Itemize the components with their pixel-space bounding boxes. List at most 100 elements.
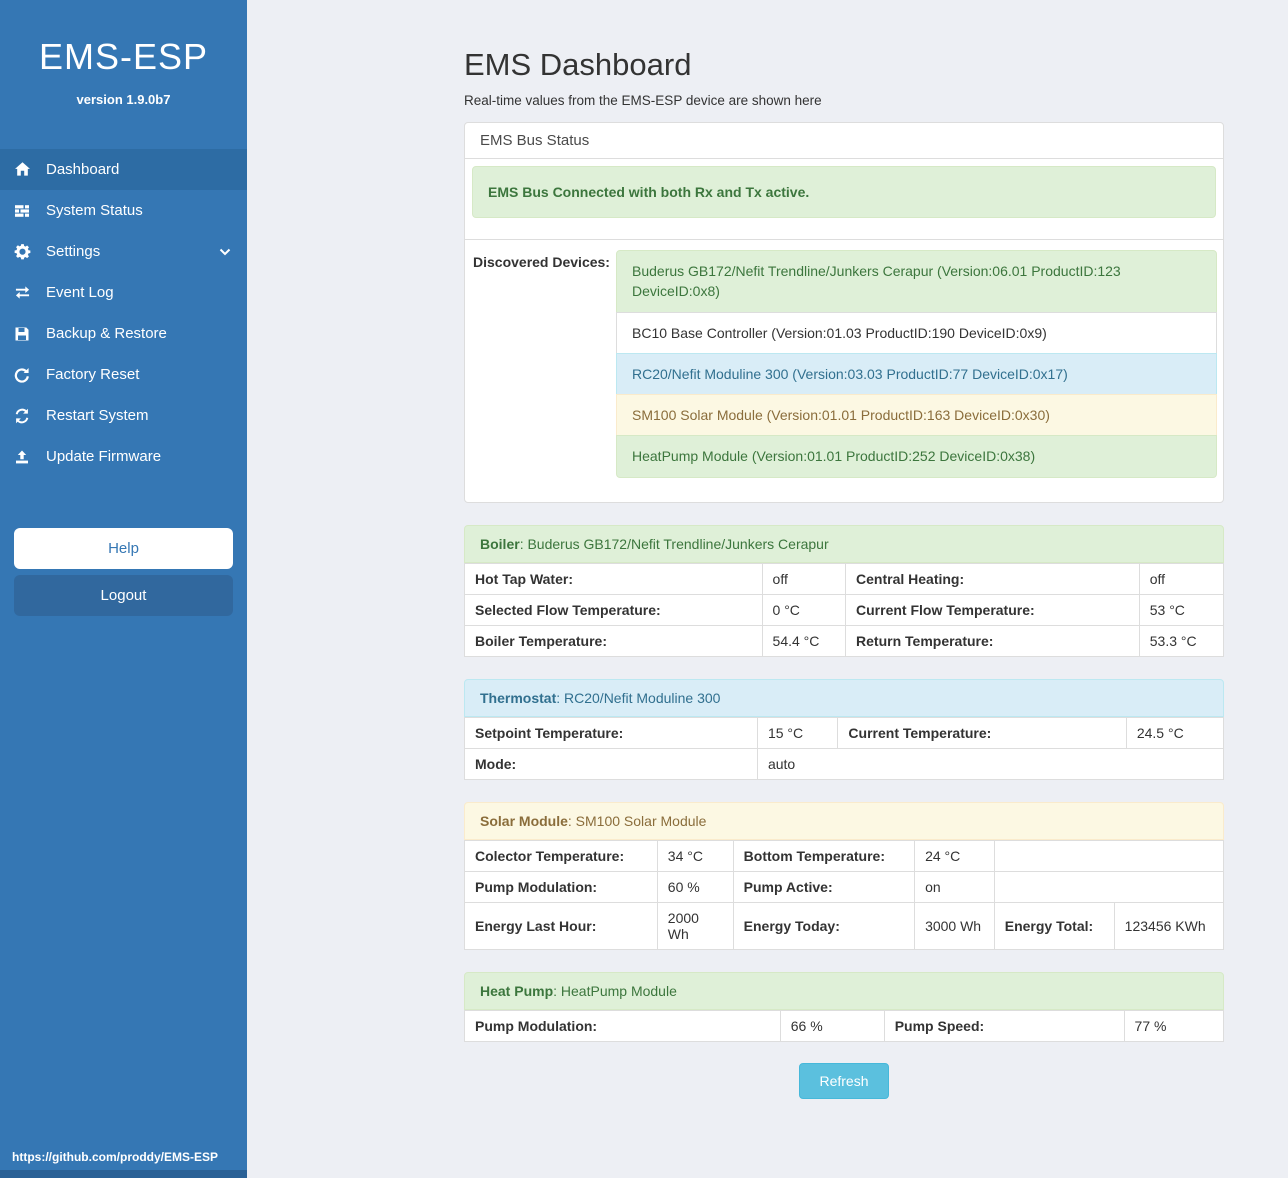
thermostat-table: Setpoint Temperature: 15 °C Current Temp… bbox=[464, 716, 1225, 780]
heat-pump-table: Pump Modulation: 66 % Pump Speed: 77 % bbox=[464, 1009, 1225, 1042]
help-button[interactable]: Help bbox=[14, 528, 233, 569]
field-value: 53 °C bbox=[1138, 593, 1225, 626]
sidebar-item-settings[interactable]: Settings bbox=[0, 231, 247, 272]
field-value: 60 % bbox=[656, 870, 734, 903]
sidebar-item-factory-reset[interactable]: Factory Reset bbox=[0, 354, 247, 395]
field-value: 34 °C bbox=[656, 839, 734, 872]
sidebar-item-restart-system[interactable]: Restart System bbox=[0, 395, 247, 436]
sidebar-item-system-status[interactable]: System Status bbox=[0, 190, 247, 231]
field-label: Energy Today: bbox=[732, 901, 916, 950]
panel-body: EMS Bus Connected with both Rx and Tx ac… bbox=[465, 159, 1223, 239]
github-link[interactable]: https://github.com/proddy/EMS-ESP bbox=[12, 1150, 218, 1164]
field-label: Mode: bbox=[464, 747, 758, 780]
field-value: 77 % bbox=[1123, 1009, 1225, 1042]
discovered-devices-label: Discovered Devices: bbox=[473, 254, 610, 270]
field-label: Pump Active: bbox=[732, 870, 916, 903]
sidebar-item-label: System Status bbox=[46, 202, 143, 219]
brand: EMS-ESP version 1.9.0b7 bbox=[0, 0, 247, 107]
section-name: Solar Module bbox=[480, 812, 568, 829]
field-value: 0 °C bbox=[761, 593, 847, 626]
sidebar-item-label: Factory Reset bbox=[46, 366, 140, 383]
sidebar-item-label: Backup & Restore bbox=[46, 325, 167, 342]
field-label: Pump Modulation: bbox=[464, 1009, 781, 1042]
boiler-section: Boiler: Buderus GB172/Nefit Trendline/Ju… bbox=[464, 524, 1225, 657]
section-name: Thermostat bbox=[480, 689, 557, 706]
section-device: : HeatPump Module bbox=[553, 982, 677, 999]
section-name: Boiler bbox=[480, 535, 520, 552]
upload-icon bbox=[9, 449, 35, 465]
home-icon bbox=[9, 161, 35, 178]
chevron-down-icon bbox=[219, 248, 231, 256]
field-value: 3000 Wh bbox=[914, 901, 995, 950]
field-value: 24 °C bbox=[914, 839, 995, 872]
field-value: auto bbox=[756, 747, 1225, 780]
empty-cell bbox=[993, 870, 1225, 903]
field-label: Bottom Temperature: bbox=[732, 839, 916, 872]
tasks-icon bbox=[9, 203, 35, 219]
rotate-icon bbox=[9, 367, 35, 383]
sidebar-bottom-strip bbox=[0, 1170, 247, 1178]
boiler-table: Hot Tap Water: off Central Heating: off … bbox=[464, 562, 1225, 657]
panel-title: EMS Bus Status bbox=[465, 123, 1223, 159]
field-value: 53.3 °C bbox=[1138, 624, 1225, 657]
field-value: 2000 Wh bbox=[656, 901, 734, 950]
device-list-item: RC20/Nefit Moduline 300 (Version:03.03 P… bbox=[616, 352, 1217, 396]
field-label: Pump Modulation: bbox=[464, 870, 658, 903]
field-value: on bbox=[914, 870, 995, 903]
field-label: Boiler Temperature: bbox=[464, 624, 763, 657]
device-list: Buderus GB172/Nefit Trendline/Junkers Ce… bbox=[616, 250, 1217, 478]
sidebar-item-label: Restart System bbox=[46, 407, 149, 424]
thermostat-section-header: Thermostat: RC20/Nefit Moduline 300 bbox=[464, 678, 1224, 717]
device-list-item: HeatPump Module (Version:01.01 ProductID… bbox=[616, 435, 1217, 478]
field-label: Energy Last Hour: bbox=[464, 901, 658, 950]
sidebar-item-backup-restore[interactable]: Backup & Restore bbox=[0, 313, 247, 354]
sidebar-item-label: Dashboard bbox=[46, 161, 120, 178]
exchange-icon bbox=[9, 285, 35, 300]
sidebar-item-event-log[interactable]: Event Log bbox=[0, 272, 247, 313]
logout-button[interactable]: Logout bbox=[14, 575, 233, 616]
section-device: : SM100 Solar Module bbox=[567, 812, 707, 829]
section-device: : Buderus GB172/Nefit Trendline/Junkers … bbox=[519, 535, 829, 552]
page-subtitle: Real-time values from the EMS-ESP device… bbox=[464, 93, 822, 108]
heat-pump-section: Heat Pump: HeatPump Module Pump Modulati… bbox=[464, 971, 1225, 1042]
sync-icon bbox=[9, 408, 35, 424]
heat-pump-section-header: Heat Pump: HeatPump Module bbox=[464, 971, 1224, 1010]
field-label: Current Flow Temperature: bbox=[845, 593, 1140, 626]
field-value: 123456 KWh bbox=[1113, 901, 1225, 950]
solar-table: Colector Temperature: 34 °C Bottom Tempe… bbox=[464, 839, 1225, 950]
brand-title: EMS-ESP bbox=[38, 36, 209, 77]
field-label: Setpoint Temperature: bbox=[464, 716, 758, 749]
device-list-item: SM100 Solar Module (Version:01.01 Produc… bbox=[616, 394, 1217, 437]
sidebar-nav: Dashboard System Status Settings bbox=[0, 149, 247, 477]
field-label: Selected Flow Temperature: bbox=[464, 593, 763, 626]
solar-module-section: Solar Module: SM100 Solar Module Colecto… bbox=[464, 801, 1225, 950]
field-value: off bbox=[761, 562, 847, 595]
sidebar-item-label: Settings bbox=[46, 243, 101, 260]
discovered-devices-row: Discovered Devices: Buderus GB172/Nefit … bbox=[465, 239, 1223, 502]
sidebar-item-label: Event Log bbox=[46, 284, 114, 301]
field-value: 15 °C bbox=[756, 716, 839, 749]
sidebar-item-label: Update Firmware bbox=[46, 448, 162, 465]
field-label: Current Temperature: bbox=[837, 716, 1127, 749]
page-title: EMS Dashboard bbox=[464, 47, 692, 82]
section-device: : RC20/Nefit Moduline 300 bbox=[556, 689, 721, 706]
field-label: Energy Total: bbox=[993, 901, 1115, 950]
field-value: off bbox=[1138, 562, 1225, 595]
refresh-button[interactable]: Refresh bbox=[799, 1062, 889, 1099]
sidebar-item-update-firmware[interactable]: Update Firmware bbox=[0, 436, 247, 477]
brand-version: version 1.9.0b7 bbox=[76, 92, 171, 107]
field-label: Hot Tap Water: bbox=[464, 562, 763, 595]
field-label: Colector Temperature: bbox=[464, 839, 658, 872]
device-list-item: Buderus GB172/Nefit Trendline/Junkers Ce… bbox=[616, 250, 1217, 313]
main-area: EMS Dashboard Real-time values from the … bbox=[247, 0, 1288, 1178]
sidebar-item-dashboard[interactable]: Dashboard bbox=[0, 149, 247, 190]
field-label: Central Heating: bbox=[845, 562, 1140, 595]
gear-icon bbox=[9, 243, 35, 260]
field-value: 54.4 °C bbox=[761, 624, 847, 657]
field-value: 24.5 °C bbox=[1125, 716, 1225, 749]
solar-section-header: Solar Module: SM100 Solar Module bbox=[464, 801, 1224, 840]
sidebar: EMS-ESP version 1.9.0b7 Dashboard System… bbox=[0, 0, 247, 1178]
thermostat-section: Thermostat: RC20/Nefit Moduline 300 Setp… bbox=[464, 678, 1225, 780]
bus-status-alert: EMS Bus Connected with both Rx and Tx ac… bbox=[472, 166, 1216, 218]
